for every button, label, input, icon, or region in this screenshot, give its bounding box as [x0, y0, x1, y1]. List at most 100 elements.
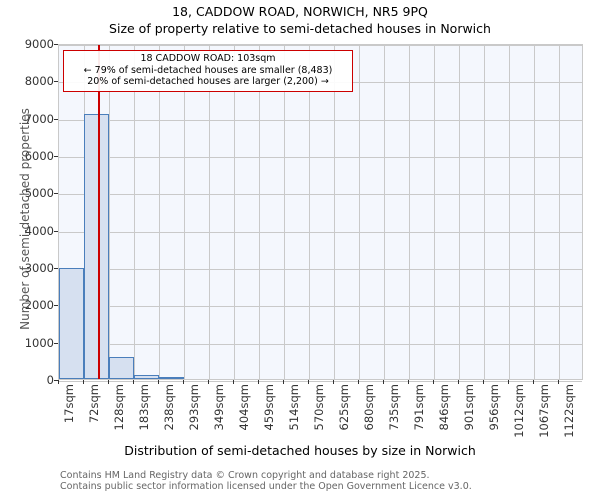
x-axis-tickmark — [233, 380, 234, 384]
x-axis-tick-label: 349sqm — [212, 384, 226, 431]
gridline-vertical — [384, 45, 385, 379]
x-axis-tickmark — [208, 380, 209, 384]
y-axis-tick-label: 7000 — [24, 111, 54, 126]
y-axis-tickmark — [54, 380, 58, 381]
gridline-horizontal — [59, 194, 582, 196]
x-axis-tickmark — [308, 380, 309, 384]
gridline-horizontal — [59, 157, 582, 158]
gridline-vertical — [209, 45, 210, 379]
gridline-vertical — [134, 45, 135, 379]
x-axis-tickmark — [83, 380, 84, 384]
x-axis-tick-label: 238sqm — [162, 384, 176, 431]
gridline-horizontal — [59, 45, 582, 46]
chart-title-block: 18, CADDOW ROAD, NORWICH, NR5 9PQ Size o… — [0, 3, 600, 37]
x-axis-tick-label: 735sqm — [387, 384, 401, 431]
property-marker-line — [98, 45, 101, 379]
x-axis-tickmark — [108, 380, 109, 384]
gridline-vertical — [309, 45, 310, 379]
histogram-bar — [109, 356, 134, 379]
x-axis-tick-label: 183sqm — [137, 384, 151, 431]
x-axis-tick-label: 625sqm — [337, 384, 351, 431]
x-axis-tickmark — [283, 380, 284, 384]
gridline-horizontal — [59, 306, 582, 308]
x-axis-title: Distribution of semi-detached houses by … — [124, 443, 476, 458]
x-axis-tick-label: 459sqm — [262, 384, 276, 431]
gridline-vertical — [509, 45, 510, 379]
x-axis-tick-label: 128sqm — [112, 384, 126, 431]
gridline-vertical — [534, 45, 535, 379]
y-axis-tick-label: 4000 — [24, 223, 54, 238]
gridline-vertical — [284, 45, 285, 379]
y-axis-tickmark — [54, 81, 58, 83]
gridline-vertical — [434, 45, 435, 379]
annotation-larger: 20% of semi-detached houses are larger (… — [87, 76, 329, 87]
y-axis-tick-label: 9000 — [24, 37, 54, 51]
y-axis-tick-label: 2000 — [24, 298, 54, 313]
chart-subtitle: Size of property relative to semi-detach… — [109, 21, 491, 36]
x-axis-tickmark — [158, 380, 159, 384]
annotation-smaller: ← 79% of semi-detached houses are smalle… — [83, 64, 333, 76]
gridline-vertical — [234, 45, 235, 379]
x-axis-tick-label: 1067sqm — [537, 384, 551, 438]
gridline-vertical — [359, 45, 360, 379]
x-axis-tick-label: 901sqm — [462, 384, 476, 431]
plot-area — [58, 44, 583, 382]
gridline-vertical — [109, 45, 110, 379]
y-axis-tickmark — [54, 193, 58, 195]
x-axis-tickmark — [458, 380, 459, 384]
y-axis-tickmark — [54, 268, 58, 269]
gridline-horizontal — [59, 119, 582, 121]
x-axis-tick-label: 570sqm — [312, 384, 326, 431]
gridline-vertical — [459, 45, 460, 379]
y-axis-ticks: 0 1000 2000 3000 4000 5000 6000 7000 8000 9000 — [0, 37, 54, 387]
y-axis-tickmark — [54, 305, 58, 307]
x-axis-tick-label: 1122sqm — [562, 384, 576, 438]
histogram-bar — [59, 267, 84, 379]
gridline-vertical — [334, 45, 335, 379]
gridline-horizontal — [59, 269, 582, 270]
gridline-vertical — [409, 45, 410, 379]
gridline-vertical — [184, 45, 185, 379]
histogram-bar — [84, 113, 109, 379]
y-axis-tickmark — [54, 342, 58, 344]
x-axis-tickmark — [433, 380, 434, 384]
x-axis-tickmark — [183, 380, 184, 384]
page-title: 18, CADDOW ROAD, NORWICH, NR5 9PQ — [172, 4, 428, 19]
x-axis-tickmark — [483, 380, 484, 384]
x-axis-tick-label: 680sqm — [362, 384, 376, 431]
histogram-bar — [134, 375, 159, 379]
x-axis-tickmark — [533, 380, 534, 384]
x-axis-tick-label: 72sqm — [87, 384, 101, 424]
marker-annotation-box: 18 CADDOW ROAD: 103sqm ← 79% of semi-det… — [63, 50, 353, 92]
y-axis-tick-label: 0 — [46, 373, 54, 387]
footer-line-2: Contains public sector information licen… — [60, 481, 472, 492]
x-axis-tick-label: 404sqm — [237, 384, 251, 431]
histogram-bar — [159, 377, 184, 379]
annotation-title: 18 CADDOW ROAD: 103sqm — [140, 53, 276, 64]
x-axis-tickmark — [383, 380, 384, 384]
gridline-horizontal — [59, 231, 582, 233]
gridline-vertical — [484, 45, 485, 379]
x-axis-ticks: 17sqm 72sqm 128sqm 183sqm 238sqm 293sqm 349sqm… — [0, 384, 600, 440]
x-axis-tick-label: 791sqm — [412, 384, 426, 431]
y-axis-tick-label: 5000 — [24, 186, 54, 201]
y-axis-tickmark — [54, 118, 58, 120]
x-axis-tickmark — [408, 380, 409, 384]
gridline-horizontal — [59, 381, 582, 382]
gridline-horizontal — [59, 343, 582, 345]
x-axis-tickmark — [58, 380, 59, 384]
y-axis-tick-label: 6000 — [24, 149, 54, 163]
footer-attribution: Contains HM Land Registry data © Crown c… — [60, 470, 472, 492]
x-axis-tick-label: 1012sqm — [512, 384, 526, 438]
y-axis-tickmark — [54, 156, 58, 157]
y-axis-tick-label: 8000 — [24, 74, 54, 89]
y-axis-title: Number of semi-detached properties — [18, 108, 32, 330]
x-axis-tick-label: 17sqm — [62, 384, 76, 424]
x-axis-tick-label: 846sqm — [437, 384, 451, 431]
y-axis-tickmark — [54, 230, 58, 232]
gridline-vertical — [559, 45, 560, 379]
x-axis-tickmark — [133, 380, 134, 384]
y-axis-tick-label: 3000 — [24, 261, 54, 275]
gridline-vertical — [159, 45, 160, 379]
